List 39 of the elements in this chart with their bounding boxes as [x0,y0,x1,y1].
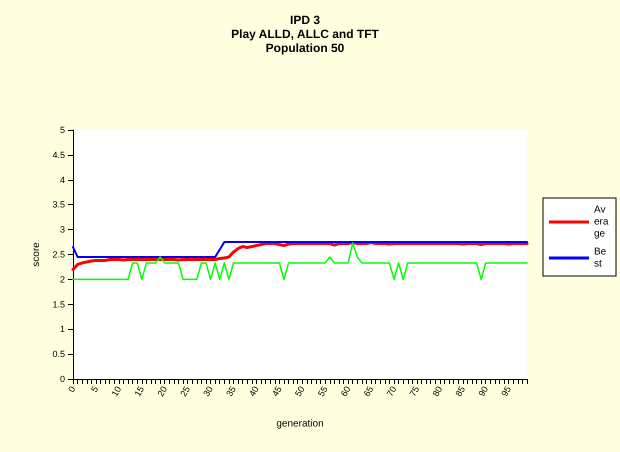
line-series [72,242,528,280]
x-tick-label: 15 [132,384,146,398]
x-tick-label: 10 [110,384,124,398]
line-series [72,241,528,271]
x-tick-label: 70 [384,384,398,398]
x-tick-label: 25 [178,384,192,398]
y-axis-title: score [31,242,42,267]
legend-label: Best [594,246,607,270]
y-tick-label: 1.5 [52,299,65,310]
x-tick-label: 0 [66,384,78,394]
x-tick-label: 35 [224,384,238,398]
x-tick-label: 85 [453,384,468,398]
y-tick-label: 2 [60,274,65,284]
x-axis-title: generation [276,418,324,430]
x-tick-label: 50 [292,384,307,398]
y-tick-label: 2.5 [52,250,65,260]
y-tick-label: 0.5 [52,349,65,360]
y-tick-label: 5 [60,125,65,135]
x-tick-label: 65 [362,384,376,398]
line-series [72,241,528,258]
x-tick-label: 80 [430,384,444,398]
legend-label: Average [594,204,609,240]
x-tick-label: 20 [155,384,170,398]
y-tick-label: 1 [60,324,65,334]
x-tick-label: 40 [247,384,261,398]
y-tick-label: 3.5 [52,200,65,210]
chart-title: IPD 3 Play ALLD, ALLC and TFT Population 50 [231,13,380,55]
y-tick-label: 4 [60,174,65,185]
y-tick-label: 4.5 [52,150,65,160]
x-tick-label: 75 [408,384,422,398]
x-tick-label: 5 [89,384,100,394]
x-tick-label: 95 [499,384,513,398]
x-tick-label: 60 [338,384,352,398]
y-tick-label: 0 [60,374,65,384]
x-tick-label: 55 [316,384,330,398]
x-tick-label: 45 [270,384,284,398]
x-tick-label: 30 [201,384,215,398]
x-tick-label: 90 [476,384,490,398]
y-tick-label: 3 [60,224,65,235]
